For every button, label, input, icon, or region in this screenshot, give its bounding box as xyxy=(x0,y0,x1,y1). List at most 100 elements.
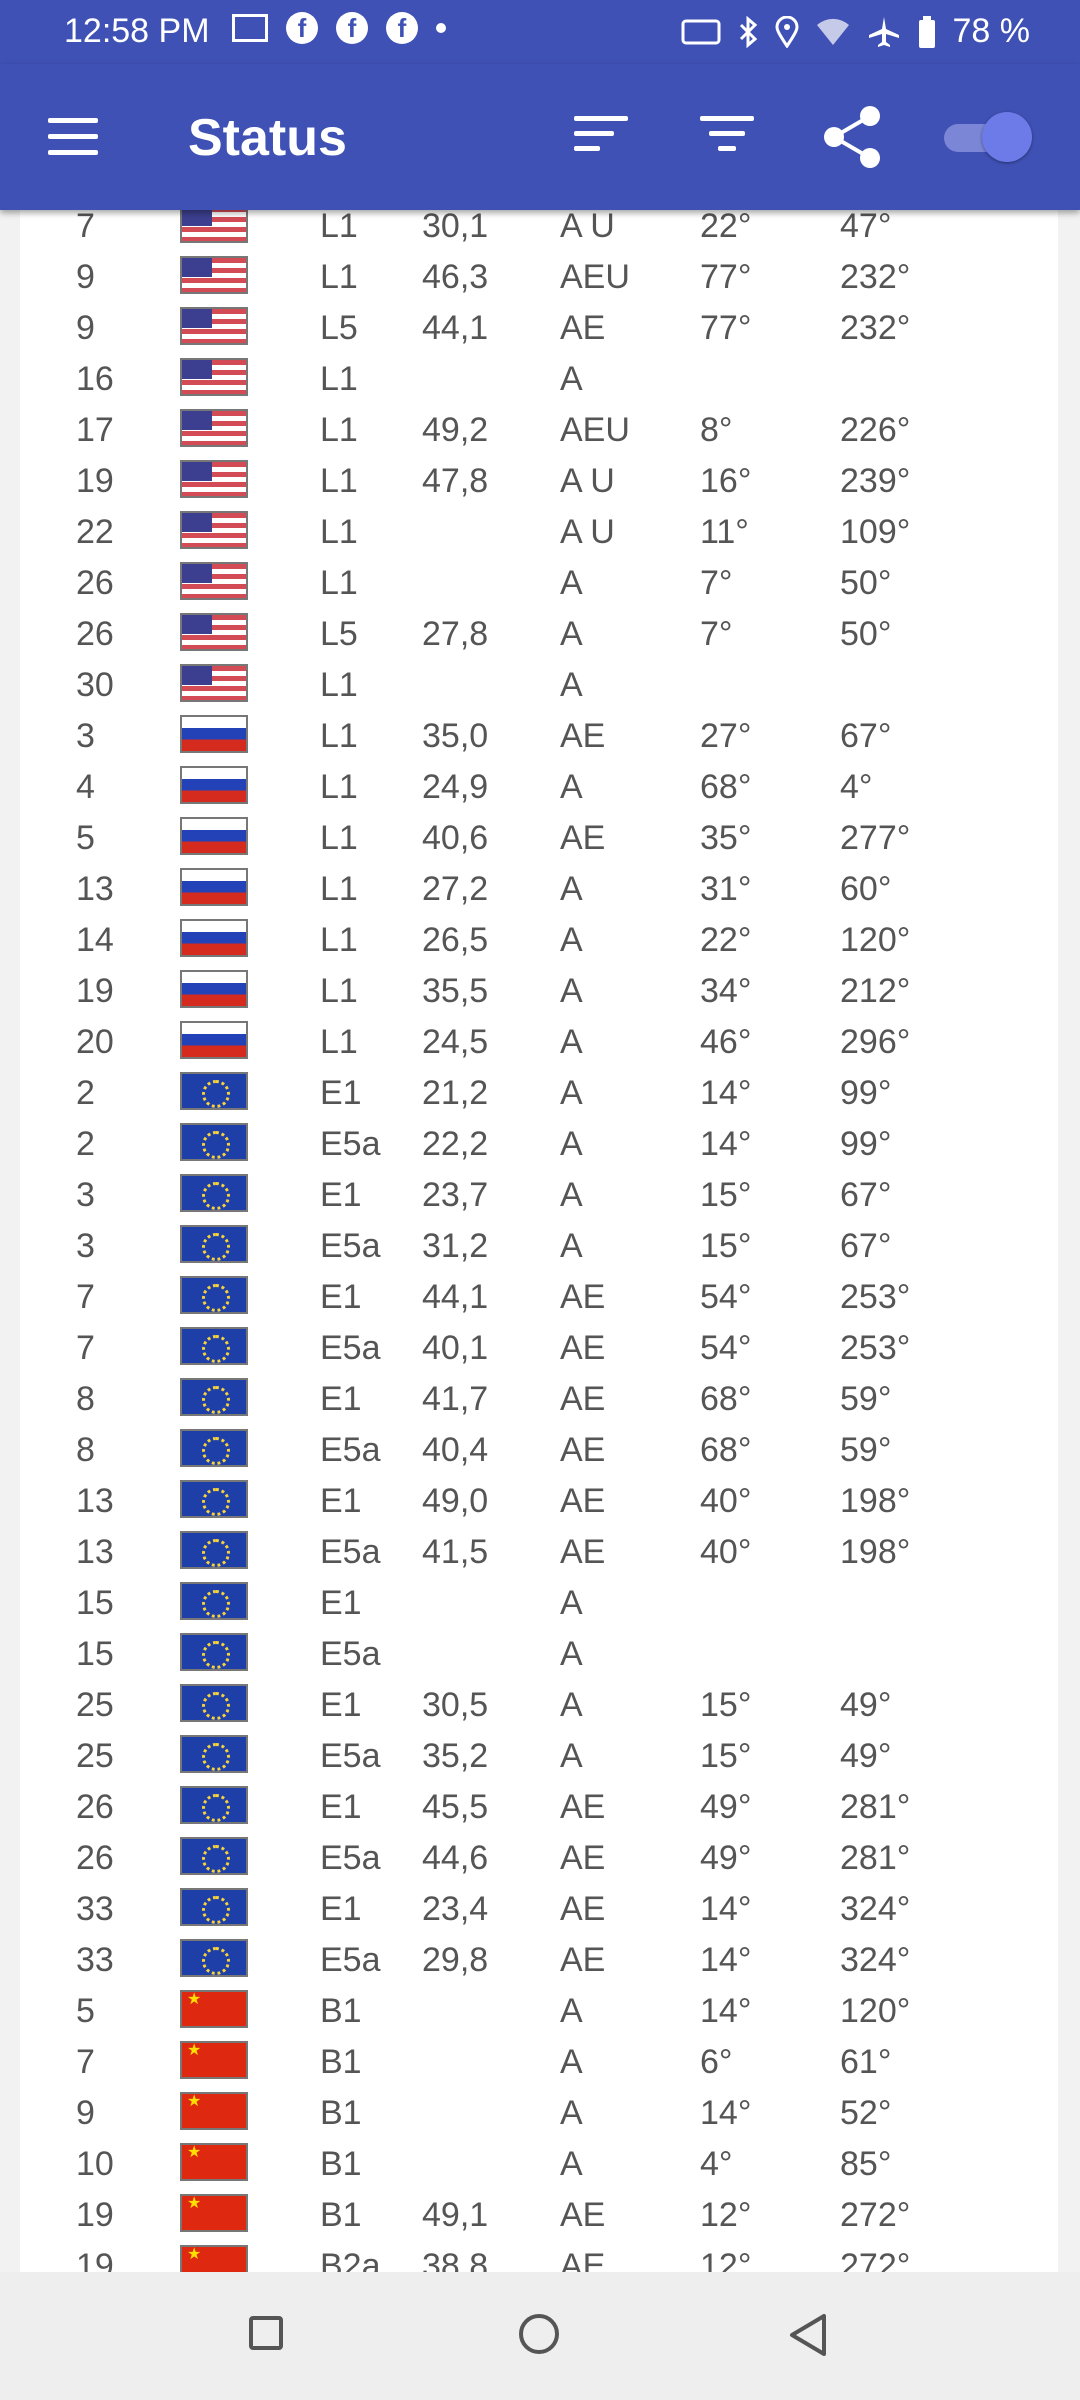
satellite-flags: A xyxy=(560,768,583,806)
satellite-elevation: 22° xyxy=(700,210,752,245)
flag-russia-icon xyxy=(180,919,248,957)
satellite-elevation: 68° xyxy=(700,1431,752,1469)
satellite-elevation: 4° xyxy=(700,2145,733,2183)
satellite-elevation: 15° xyxy=(700,1686,752,1724)
satellite-number: 7 xyxy=(76,1329,95,1367)
satellite-elevation: 68° xyxy=(700,1380,752,1418)
satellite-number: 33 xyxy=(76,1890,114,1928)
satellite-row: 13 L1 27,2 A 31° 60° xyxy=(20,860,1058,911)
satellite-flags: A U xyxy=(560,513,615,551)
flag-eu-icon xyxy=(180,1735,248,1773)
satellite-flags: A xyxy=(560,564,583,602)
satellite-row: 8 E1 41,7 AE 68° 59° xyxy=(20,1370,1058,1421)
satellite-flags: A xyxy=(560,2145,583,2183)
satellite-row: 26 L1 A 7° 50° xyxy=(20,554,1058,605)
satellite-number: 8 xyxy=(76,1380,95,1418)
satellite-azimuth: 59° xyxy=(840,1431,892,1469)
satellite-row: 14 L1 26,5 A 22° 120° xyxy=(20,911,1058,962)
bluetooth-icon xyxy=(739,15,757,48)
satellite-band: E5a xyxy=(320,1227,381,1265)
satellite-azimuth: 99° xyxy=(840,1074,892,1112)
home-icon[interactable] xyxy=(519,2314,559,2354)
satellite-flags: A U xyxy=(560,462,615,500)
satellite-cn0: 27,8 xyxy=(422,615,489,653)
satellite-elevation: 77° xyxy=(700,258,752,296)
satellite-band: L1 xyxy=(320,717,358,755)
recent-apps-icon[interactable] xyxy=(249,2316,283,2350)
satellite-row: 7 E1 44,1 AE 54° 253° xyxy=(20,1268,1058,1319)
satellite-flags: AE xyxy=(560,2196,606,2234)
app-bar: Status xyxy=(0,64,1080,210)
sort-icon[interactable] xyxy=(574,116,628,158)
satellite-flags: AE xyxy=(560,819,606,857)
satellite-band: L1 xyxy=(320,210,358,245)
flag-usa-icon xyxy=(180,358,248,396)
satellite-azimuth: 50° xyxy=(840,615,892,653)
satellite-flags: AE xyxy=(560,1431,606,1469)
satellite-row: 19 L1 47,8 A U 16° 239° xyxy=(20,452,1058,503)
satellite-flags: A xyxy=(560,1635,583,1673)
flag-usa-icon xyxy=(180,256,248,294)
satellite-band: E1 xyxy=(320,1176,362,1214)
back-icon[interactable] xyxy=(786,2312,830,2358)
satellite-azimuth: 52° xyxy=(840,2094,892,2132)
satellite-cn0: 30,5 xyxy=(422,1686,489,1724)
satellite-band: L1 xyxy=(320,870,358,908)
satellite-row: 15 E1 A xyxy=(20,1574,1058,1625)
satellite-number: 9 xyxy=(76,309,95,347)
flag-usa-icon xyxy=(180,307,248,345)
satellite-number: 5 xyxy=(76,1992,95,2030)
satellite-cn0: 31,2 xyxy=(422,1227,489,1265)
satellite-azimuth: 281° xyxy=(840,1788,911,1826)
satellite-row: 5 B1 A 14° 120° xyxy=(20,1982,1058,2033)
satellite-number: 26 xyxy=(76,1788,114,1826)
satellite-azimuth: 232° xyxy=(840,258,911,296)
satellite-azimuth: 4° xyxy=(840,768,873,806)
satellite-flags: A xyxy=(560,870,583,908)
share-icon[interactable] xyxy=(820,104,884,170)
satellite-row: 2 E5a 22,2 A 14° 99° xyxy=(20,1115,1058,1166)
satellite-band: E5a xyxy=(320,1941,381,1979)
satellite-band: E1 xyxy=(320,1584,362,1622)
satellite-elevation: 54° xyxy=(700,1278,752,1316)
satellite-flags: A xyxy=(560,2094,583,2132)
satellite-number: 7 xyxy=(76,2043,95,2081)
satellite-flags: A xyxy=(560,1584,583,1622)
satellite-number: 10 xyxy=(76,2145,114,2183)
satellite-number: 8 xyxy=(76,1431,95,1469)
system-icons: 78 % xyxy=(681,12,1030,51)
satellite-cn0: 23,7 xyxy=(422,1176,489,1214)
flag-eu-icon xyxy=(180,1939,248,1977)
satellite-azimuth: 212° xyxy=(840,972,911,1010)
satellite-cn0: 27,2 xyxy=(422,870,489,908)
flag-russia-icon xyxy=(180,970,248,1008)
satellite-row: 30 L1 A xyxy=(20,656,1058,707)
satellite-azimuth: 109° xyxy=(840,513,911,551)
satellite-flags: AE xyxy=(560,1329,606,1367)
satellite-flags: AE xyxy=(560,2247,606,2272)
satellite-cn0: 26,5 xyxy=(422,921,489,959)
satellite-azimuth: 47° xyxy=(840,210,892,245)
menu-icon[interactable] xyxy=(48,118,98,156)
satellite-number: 2 xyxy=(76,1074,95,1112)
satellite-azimuth: 296° xyxy=(840,1023,911,1061)
flag-usa-icon xyxy=(180,460,248,498)
satellite-cn0: 44,6 xyxy=(422,1839,489,1877)
filter-icon[interactable] xyxy=(700,116,754,158)
facebook-icon: f xyxy=(336,12,368,44)
satellite-cn0: 44,1 xyxy=(422,309,489,347)
satellite-row: 9 L1 46,3 AEU 77° 232° xyxy=(20,248,1058,299)
satellite-number: 7 xyxy=(76,210,95,245)
satellite-elevation: 35° xyxy=(700,819,752,857)
flag-eu-icon xyxy=(180,1582,248,1620)
satellite-list[interactable]: 7 L1 30,1 A U 22° 47° 9 L1 46,3 AEU 77° 232° 9 L5 44,1… xyxy=(20,210,1058,2272)
flag-eu-icon xyxy=(180,1684,248,1722)
satellite-elevation: 46° xyxy=(700,1023,752,1061)
satellite-band: L1 xyxy=(320,360,358,398)
toggle-switch[interactable] xyxy=(944,112,1032,162)
satellite-band: E5a xyxy=(320,1635,381,1673)
satellite-azimuth: 226° xyxy=(840,411,911,449)
satellite-elevation: 11° xyxy=(700,513,749,551)
satellite-number: 9 xyxy=(76,2094,95,2132)
satellite-cn0: 23,4 xyxy=(422,1890,489,1928)
